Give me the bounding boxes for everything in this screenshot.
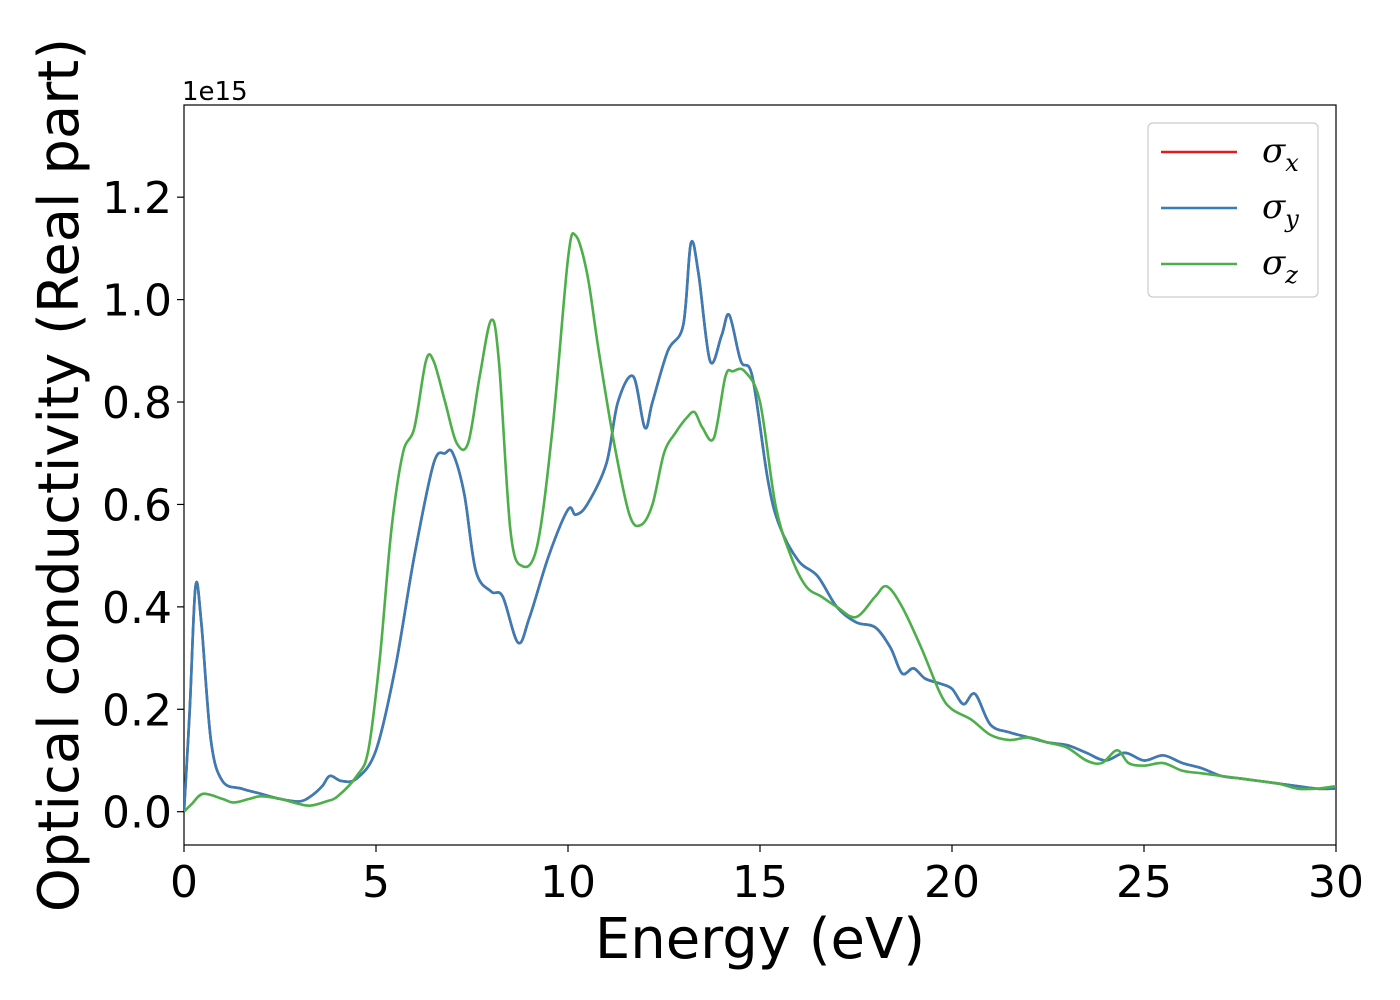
series-line-x <box>184 240 1336 812</box>
x-axis-label: Energy (eV) <box>595 907 925 972</box>
y-tick-label: 0.0 <box>102 788 172 839</box>
x-tick-label: 20 <box>924 857 980 908</box>
y-offset-label: 1e15 <box>182 77 248 107</box>
y-axis-label: Optical conductivity (Real part) <box>27 38 92 912</box>
series-line-z <box>184 232 1336 813</box>
x-tick-label: 15 <box>732 857 788 908</box>
y-tick-label: 1.0 <box>102 276 172 327</box>
y-tick-label: 0.6 <box>102 480 172 531</box>
x-tick-label: 10 <box>540 857 596 908</box>
x-tick-label: 30 <box>1308 857 1364 908</box>
legend-box <box>1147 122 1319 298</box>
x-tick-label: 0 <box>170 857 198 908</box>
y-tick-label: 0.4 <box>102 583 172 634</box>
y-tick-label: 0.2 <box>102 685 172 736</box>
x-tick-label: 25 <box>1116 857 1172 908</box>
y-tick-label: 1.2 <box>102 173 172 224</box>
y-tick-label: 0.8 <box>102 378 172 429</box>
series-line-y <box>184 240 1336 812</box>
x-tick-label: 5 <box>362 857 390 908</box>
